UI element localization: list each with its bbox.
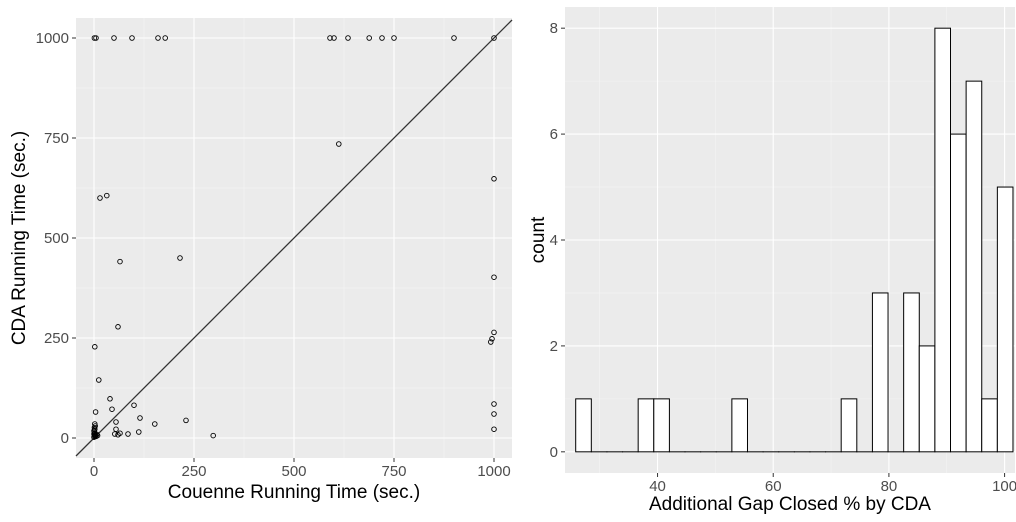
histogram-bar xyxy=(872,293,888,452)
histogram-x-axis-title: Additional Gap Closed % by CDA xyxy=(649,494,931,515)
scatter-x-ticks: 0 250 500 750 1000 xyxy=(90,458,511,480)
scatter-x-tick-label: 750 xyxy=(381,463,406,480)
histogram-y-ticks: 0 2 4 6 8 xyxy=(550,20,565,461)
histogram-bar xyxy=(935,28,951,452)
scatter-y-tick-label: 0 xyxy=(61,430,69,447)
histogram-bar xyxy=(732,399,748,452)
histogram-y-tick-label: 2 xyxy=(550,338,558,355)
histogram-y-tick-label: 4 xyxy=(550,232,558,249)
histogram-bar xyxy=(904,293,920,452)
scatter-y-axis-title: CDA Running Time (sec.) xyxy=(9,131,30,345)
histogram-bar xyxy=(997,187,1013,452)
histogram-x-tick-label: 80 xyxy=(881,478,898,495)
scatter-x-tick-label: 0 xyxy=(90,463,98,480)
histogram-bar xyxy=(654,399,670,452)
scatter-y-ticks: 0 250 500 750 1000 xyxy=(36,30,76,447)
scatter-x-tick-label: 1000 xyxy=(477,463,510,480)
histogram-panel: 40 60 80 100 0 2 4 6 8 Additional Gap Closed % … xyxy=(528,7,1016,515)
scatter-x-tick-label: 250 xyxy=(181,463,206,480)
histogram-bar xyxy=(919,346,935,452)
scatter-panel: 0 250 500 750 1000 0 250 500 750 1000 Couenne Ru… xyxy=(9,18,512,503)
scatter-y-tick-label: 500 xyxy=(44,230,69,247)
histogram-bar xyxy=(638,399,654,452)
histogram-x-tick-label: 40 xyxy=(649,478,666,495)
scatter-y-tick-label: 250 xyxy=(44,330,69,347)
scatter-x-tick-label: 500 xyxy=(281,463,306,480)
scatter-y-tick-label: 1000 xyxy=(36,30,69,47)
histogram-y-axis-title: count xyxy=(528,216,549,263)
histogram-bar xyxy=(576,399,592,452)
histogram-x-tick-label: 60 xyxy=(765,478,782,495)
histogram-x-tick-label: 100 xyxy=(992,478,1016,495)
histogram-y-tick-label: 8 xyxy=(550,20,558,37)
histogram-x-ticks: 40 60 80 100 xyxy=(649,473,1016,495)
scatter-x-axis-title: Couenne Running Time (sec.) xyxy=(168,482,420,503)
histogram-bar xyxy=(841,399,857,452)
histogram-bar xyxy=(951,134,967,452)
histogram-bar xyxy=(982,399,998,452)
histogram-bar xyxy=(966,81,982,452)
histogram-y-tick-label: 0 xyxy=(550,444,558,461)
histogram-y-tick-label: 6 xyxy=(550,126,558,143)
scatter-y-tick-label: 750 xyxy=(44,130,69,147)
